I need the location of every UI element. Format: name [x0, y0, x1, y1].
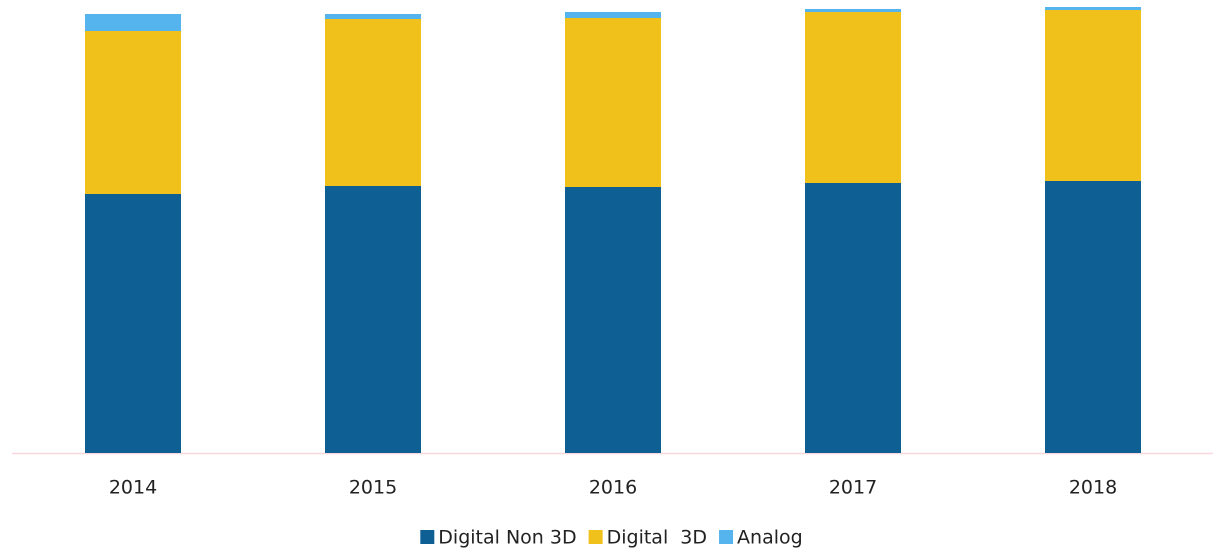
- bar-segment: [805, 183, 901, 453]
- bar-segment: [325, 14, 421, 19]
- bar-segment: [565, 187, 661, 453]
- bar-segment: [565, 18, 661, 187]
- bar-segment: [805, 9, 901, 12]
- legend-label: Analog: [737, 527, 803, 549]
- bar-segment: [325, 186, 421, 453]
- x-tick-label: 2015: [349, 477, 397, 499]
- legend-swatch: [719, 530, 734, 544]
- legend-label: Digital Non 3D: [438, 527, 576, 549]
- bar-segment: [805, 12, 901, 183]
- x-tick-label: 2018: [1069, 477, 1117, 499]
- bar-segment: [325, 19, 421, 186]
- x-tick-label: 2017: [829, 477, 877, 499]
- x-tick-label: 2014: [109, 477, 157, 499]
- legend-label: Digital 3D: [607, 527, 707, 549]
- bar-segment: [565, 12, 661, 18]
- x-tick-label: 2016: [589, 477, 637, 499]
- bar-segment: [1045, 181, 1141, 453]
- bar-segment: [85, 31, 181, 194]
- legend-swatch: [420, 530, 435, 544]
- bar-segment: [85, 14, 181, 31]
- bar-segment: [1045, 10, 1141, 181]
- legend-swatch: [588, 530, 603, 544]
- bar-segment: [85, 194, 181, 453]
- bar-segment: [1045, 7, 1141, 10]
